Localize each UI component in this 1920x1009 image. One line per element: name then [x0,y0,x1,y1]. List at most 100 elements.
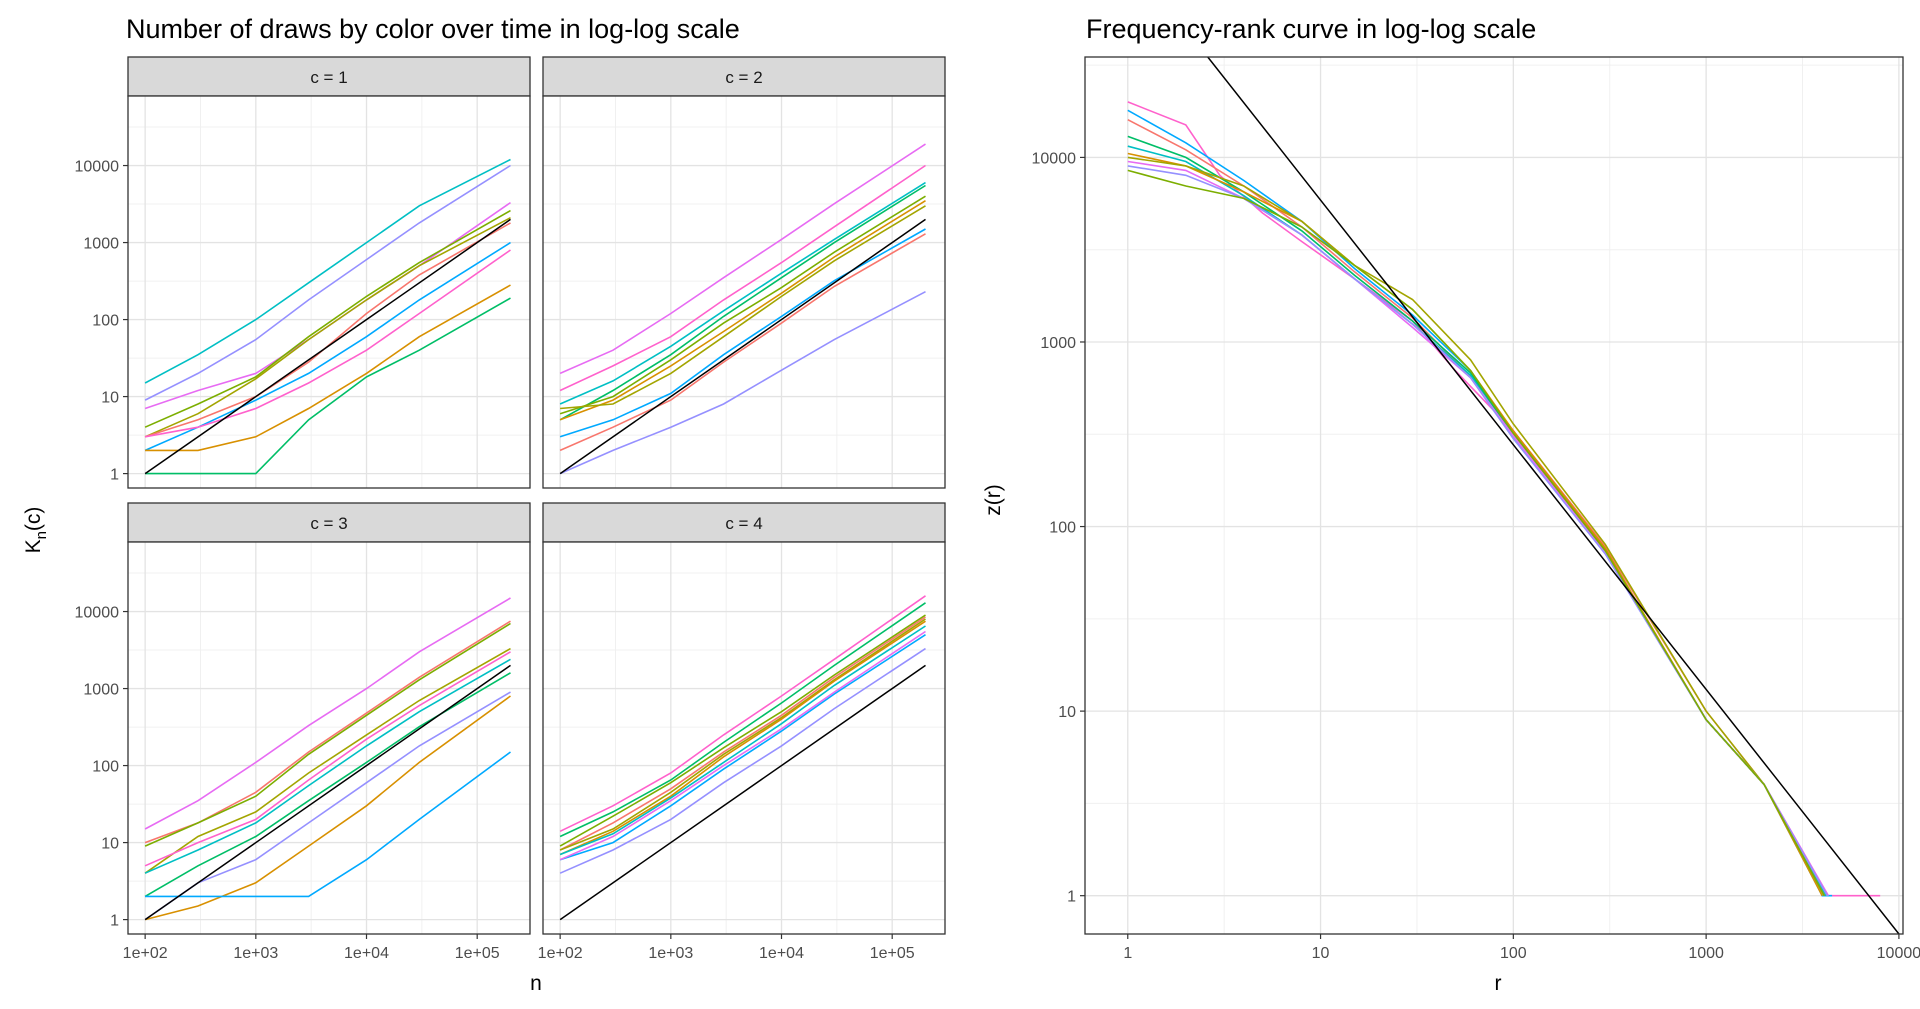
panel-plot-area [559,595,926,921]
reference-line [144,664,511,921]
facet-strip-label: c = 3 [310,514,347,533]
series-line-8 [144,249,511,438]
panel-border [127,95,531,489]
panel-plot-area [144,597,511,921]
y-tick-label: 10 [101,390,119,407]
series-line-8 [559,634,926,861]
y-tick-label: 100 [92,313,119,330]
series-line-2 [144,164,511,401]
series-line-9 [559,233,926,452]
facet-strip-label: c = 4 [725,514,762,533]
series-line-6 [559,200,926,421]
x-tick-label: 1e+02 [538,945,583,962]
right-y-axis-label: z(r) [982,484,1005,515]
y-tick-label: 1 [110,913,119,930]
y-tick-label: 10 [101,836,119,853]
panel-grid [543,96,945,488]
series-line-5 [144,651,511,867]
x-tick-label: 1e+04 [759,945,804,962]
series-line-10 [559,290,926,475]
series-line-5 [559,618,926,851]
y-tick-label: 1 [110,467,119,484]
facet-strip-label: c = 2 [725,68,762,87]
right-x-axis-label: r [1495,972,1502,995]
series-line-7 [144,672,511,898]
reference-line [559,218,926,475]
x-tick-label: 1e+03 [648,945,693,962]
facet-strip-label: c = 1 [310,68,347,87]
series-line-3 [144,622,511,847]
facet-panel-4: c = 4 1e+02 1e+03 1e+04 1e+05 [538,502,946,962]
facet-strip [127,502,531,543]
right-chart-title: Frequency-rank curve in log-log scale [1086,14,1536,44]
y-tick-label: 10000 [1032,150,1077,167]
facet-strip [127,56,531,97]
y-tick-label: 100 [92,759,119,776]
rank-plot: 1 10 100 1000 10000 1 10 100 1000 10000 [1032,56,1920,962]
series-line-7 [560,205,926,410]
series-line-4 [559,184,926,421]
y-tick-label: 1000 [1040,335,1076,352]
series-line-9 [145,284,511,452]
series-line-6 [144,222,511,438]
series-line-1 [559,595,926,833]
y-tick-label: 1 [1067,889,1076,906]
series-line-5 [559,195,926,415]
series-line-10 [145,751,511,898]
x-tick-label: 1e+05 [455,945,500,962]
x-tick-label: 10 [1312,945,1330,962]
series-line-2 [559,602,926,838]
left-y-axis-label-tail: (c) [22,507,45,532]
series-line-7 [1127,156,1826,897]
series-line-3 [559,614,926,847]
left-y-axis-label-subscript: n [33,531,50,539]
left-y-axis-label: Kn(c) [22,507,50,554]
series-line-4 [144,209,511,428]
panel-border [542,541,946,935]
panel-plot-area [144,158,511,475]
y-tick-label: 10000 [75,159,120,176]
x-tick-label: 1e+05 [870,945,915,962]
series-line-10 [145,297,511,475]
series-line-1 [559,143,926,375]
series-line-4 [144,647,511,874]
facet-strip [542,502,946,543]
panel-background [543,96,945,488]
reference-line [1207,57,1900,934]
reference-line [559,664,926,921]
x-tick-label: 1 [1123,945,1132,962]
left-y-axis-label-main: K [22,539,45,553]
panel-grid [543,542,945,934]
panel-border [127,541,531,935]
series-line-8 [559,228,926,438]
facet-strip [542,56,946,97]
series-line-9 [144,695,511,921]
y-tick-label: 10 [1058,704,1076,721]
panel-plot-area [1127,57,1900,934]
left-facet-grid: c = 1 1 10 100 1000 10000 c = 2 c = 3 1 10 100 1000… [75,56,946,962]
y-tick-label: 10000 [75,605,120,622]
series-line-4 [559,616,926,851]
x-tick-label: 10000 [1877,945,1920,962]
panel-background [128,96,530,488]
series-line-2 [559,164,926,392]
panel-grid [1085,57,1903,934]
x-tick-label: 1e+02 [123,945,168,962]
series-line-3 [559,181,926,405]
left-chart-title: Number of draws by color over time in lo… [126,14,740,44]
series-line-6 [559,620,926,856]
panel-border [542,95,946,489]
series-line-10 [1127,169,1826,897]
panel-background [1085,57,1903,934]
reference-line [144,218,511,475]
x-tick-label: 1000 [1688,945,1724,962]
series-line-7 [559,625,926,856]
y-tick-label: 1000 [83,236,119,253]
panel-background [543,542,945,934]
facet-panel-3: c = 3 1 10 100 1000 10000 1e+02 1e+03 1e+04 1e+05 [75,502,531,962]
y-tick-label: 100 [1049,520,1076,537]
panel-border [1084,56,1904,935]
panel-grid [128,542,530,934]
facet-panel-1: c = 1 1 10 100 1000 10000 [75,56,531,489]
